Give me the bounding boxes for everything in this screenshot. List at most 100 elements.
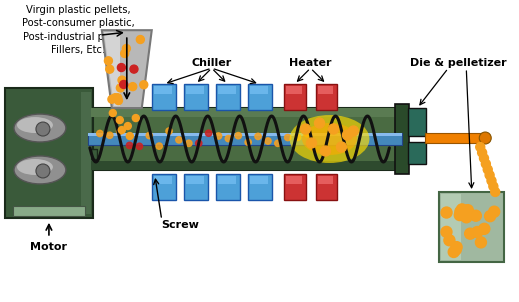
- Circle shape: [122, 44, 130, 53]
- Circle shape: [450, 244, 461, 255]
- Polygon shape: [102, 30, 152, 108]
- Ellipse shape: [14, 114, 66, 142]
- Circle shape: [136, 143, 143, 149]
- Circle shape: [457, 204, 468, 215]
- Circle shape: [479, 223, 490, 234]
- Circle shape: [462, 205, 473, 216]
- Circle shape: [329, 124, 338, 134]
- Circle shape: [483, 165, 492, 174]
- Bar: [91, 149, 97, 159]
- Bar: [316, 84, 337, 110]
- Circle shape: [465, 228, 475, 239]
- Circle shape: [472, 226, 483, 237]
- Circle shape: [451, 242, 462, 252]
- Bar: [408, 108, 426, 136]
- Circle shape: [348, 126, 359, 136]
- Circle shape: [480, 154, 488, 163]
- Circle shape: [307, 138, 317, 148]
- Circle shape: [275, 140, 281, 146]
- Circle shape: [225, 135, 231, 142]
- Circle shape: [136, 36, 144, 43]
- Bar: [5, 88, 93, 218]
- Circle shape: [477, 148, 487, 157]
- Bar: [318, 86, 334, 94]
- Circle shape: [476, 143, 485, 152]
- Circle shape: [481, 159, 490, 168]
- Circle shape: [470, 210, 481, 221]
- Circle shape: [215, 133, 222, 139]
- Circle shape: [441, 226, 452, 237]
- Circle shape: [441, 207, 452, 218]
- Bar: [248, 84, 271, 110]
- Circle shape: [235, 133, 241, 139]
- Circle shape: [116, 128, 123, 134]
- Bar: [152, 174, 176, 200]
- Circle shape: [146, 132, 153, 139]
- Text: Virgin plastic pellets,
Post-consumer plastic,
Post-industrial plastic,
Fillers,: Virgin plastic pellets, Post-consumer pl…: [21, 5, 134, 55]
- Circle shape: [106, 65, 114, 73]
- Circle shape: [461, 212, 472, 223]
- Circle shape: [196, 140, 202, 146]
- Circle shape: [129, 83, 136, 91]
- Circle shape: [321, 146, 331, 156]
- Circle shape: [126, 142, 133, 149]
- Bar: [88, 133, 402, 136]
- Circle shape: [454, 210, 466, 220]
- Circle shape: [487, 176, 496, 185]
- Bar: [426, 133, 485, 143]
- Text: Die & pelletizer: Die & pelletizer: [410, 58, 507, 68]
- Circle shape: [455, 206, 466, 217]
- Polygon shape: [104, 32, 120, 106]
- Circle shape: [110, 110, 116, 117]
- Circle shape: [255, 133, 261, 140]
- Circle shape: [108, 95, 116, 103]
- Circle shape: [485, 171, 494, 180]
- Circle shape: [479, 132, 491, 144]
- Text: Motor: Motor: [31, 242, 67, 252]
- Circle shape: [284, 134, 291, 141]
- Circle shape: [489, 206, 500, 217]
- Bar: [154, 86, 172, 94]
- Circle shape: [491, 188, 500, 196]
- Circle shape: [117, 63, 126, 72]
- Circle shape: [186, 140, 192, 146]
- Circle shape: [116, 117, 124, 124]
- Bar: [184, 84, 208, 110]
- Text: Screw: Screw: [162, 220, 200, 230]
- Bar: [283, 84, 306, 110]
- Ellipse shape: [36, 164, 50, 178]
- Circle shape: [485, 211, 496, 222]
- Circle shape: [114, 94, 121, 102]
- Bar: [88, 161, 398, 170]
- Ellipse shape: [302, 123, 357, 155]
- Circle shape: [140, 81, 148, 89]
- Circle shape: [156, 143, 162, 149]
- Bar: [152, 84, 176, 110]
- Ellipse shape: [17, 117, 53, 133]
- Bar: [216, 84, 240, 110]
- Bar: [88, 108, 398, 117]
- Bar: [216, 174, 240, 200]
- Bar: [186, 176, 203, 184]
- Bar: [285, 86, 302, 94]
- Circle shape: [475, 237, 486, 248]
- Circle shape: [121, 50, 129, 57]
- Bar: [81, 92, 91, 214]
- Bar: [13, 206, 85, 216]
- Circle shape: [118, 76, 126, 84]
- Circle shape: [132, 114, 139, 121]
- Text: Heater: Heater: [289, 58, 332, 68]
- Bar: [154, 176, 172, 184]
- Circle shape: [116, 84, 125, 92]
- Bar: [318, 176, 334, 184]
- Bar: [395, 104, 409, 174]
- Bar: [217, 86, 236, 94]
- Bar: [250, 176, 268, 184]
- Ellipse shape: [17, 159, 53, 175]
- Ellipse shape: [36, 122, 50, 136]
- Circle shape: [97, 130, 103, 137]
- Circle shape: [118, 127, 125, 133]
- Circle shape: [294, 134, 301, 141]
- Bar: [441, 194, 461, 260]
- Circle shape: [315, 118, 324, 128]
